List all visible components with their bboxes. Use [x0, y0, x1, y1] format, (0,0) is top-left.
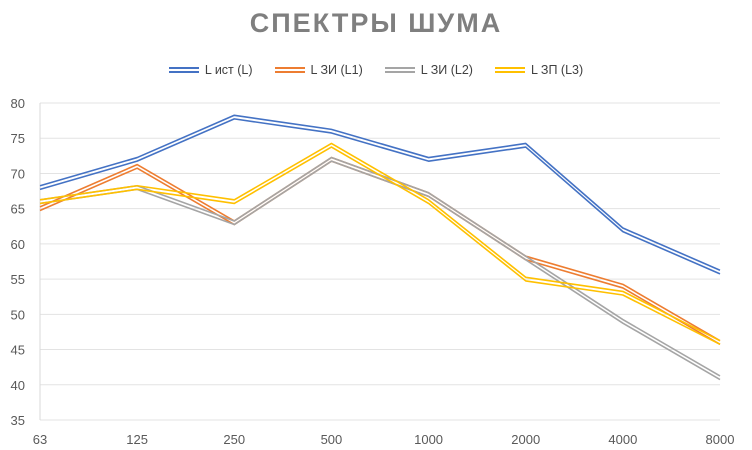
x-tick-label: 2000: [511, 432, 540, 447]
x-tick-label: 4000: [608, 432, 637, 447]
series-line-1-inner: [39, 118, 721, 275]
x-tick-label: 1000: [414, 432, 443, 447]
x-tick-label: 63: [33, 432, 47, 447]
y-tick-label: 45: [11, 343, 25, 358]
legend-swatch: [494, 66, 525, 74]
y-tick-label: 40: [11, 378, 25, 393]
y-tick-label: 70: [11, 166, 25, 181]
y-tick-label: 50: [11, 307, 25, 322]
legend-label: L ЗИ (L2): [420, 63, 473, 77]
legend-label: L ист (L): [204, 63, 253, 77]
series-line-4-inner: [39, 146, 721, 346]
legend-label: L ЗИ (L1): [310, 63, 363, 77]
x-tick-label: 8000: [706, 432, 735, 447]
series-line-3-inner: [39, 160, 721, 381]
y-tick-label: 55: [11, 272, 25, 287]
x-tick-label: 500: [321, 432, 343, 447]
series-line-4: [39, 142, 721, 342]
y-tick-label: 60: [11, 237, 25, 252]
y-tick-label: 80: [11, 96, 25, 111]
legend-item: L ЗИ (L2): [384, 63, 473, 77]
y-tick-label: 65: [11, 202, 25, 217]
legend: L ист (L) L ЗИ (L1) L ЗИ (L2) L ЗП (L3): [0, 63, 752, 77]
series-line-1: [39, 114, 721, 272]
legend-swatch: [274, 66, 305, 74]
x-tick-label: 250: [223, 432, 245, 447]
y-tick-label: 75: [11, 131, 25, 146]
chart-title: СПЕКТРЫ ШУМА: [249, 8, 503, 38]
series-line-2: [39, 156, 721, 342]
legend-item: L ист (L): [168, 63, 253, 77]
x-tick-label: 125: [126, 432, 148, 447]
legend-item: L ЗИ (L1): [274, 63, 363, 77]
legend-label: L ЗП (L3): [530, 63, 584, 77]
y-tick-label: 35: [11, 413, 25, 428]
legend-item: L ЗП (L3): [494, 63, 584, 77]
legend-swatch: [168, 66, 199, 74]
legend-swatch: [384, 66, 415, 74]
